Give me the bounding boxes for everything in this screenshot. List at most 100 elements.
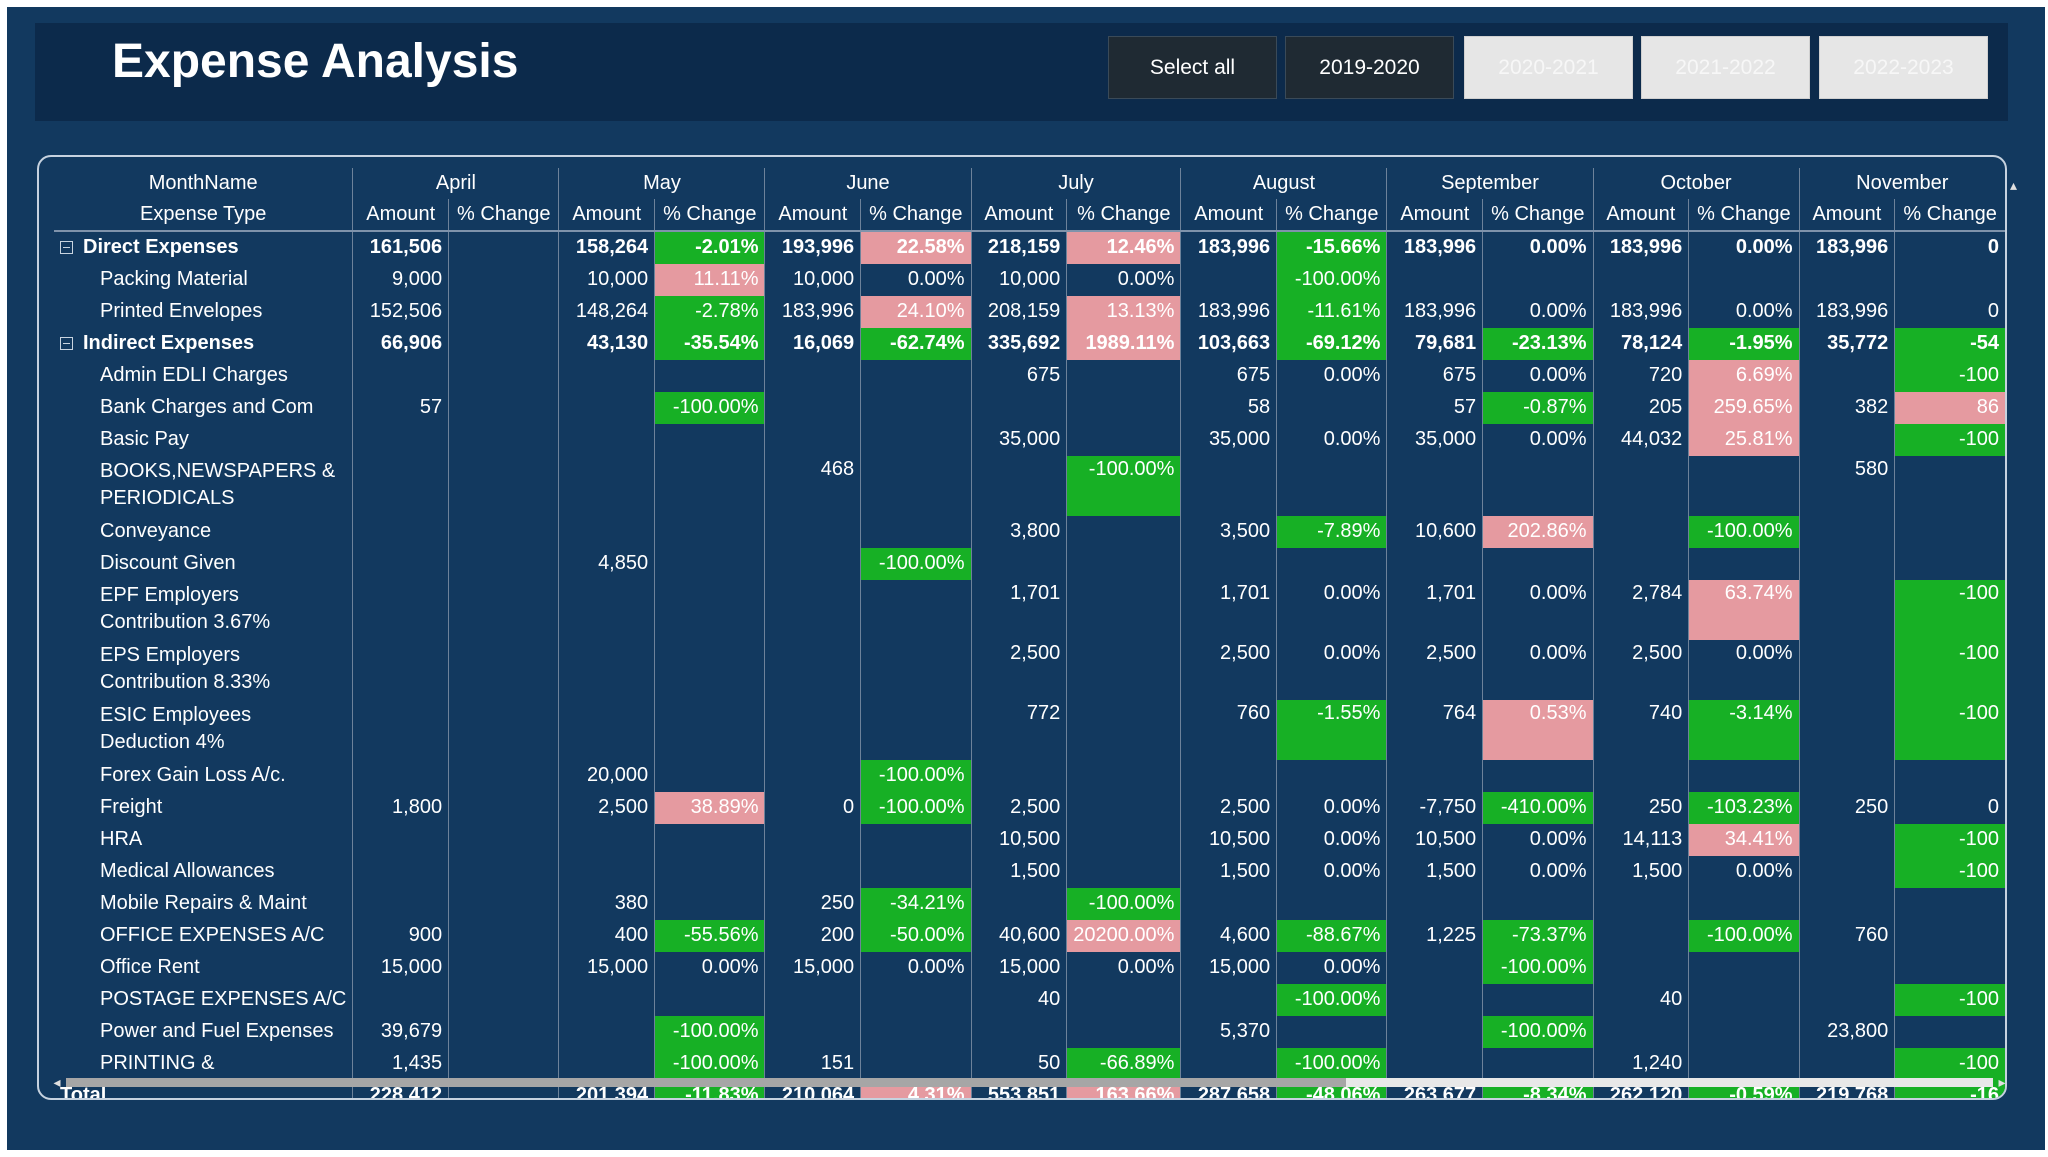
change-cell (1894, 264, 2005, 296)
change-cell: 0.00% (1066, 264, 1181, 296)
month-header-september[interactable]: September (1386, 168, 1594, 199)
amount-cell (764, 424, 861, 456)
column-header-amount[interactable]: Amount (1592, 199, 1689, 232)
amount-cell (970, 392, 1067, 424)
scroll-right-icon[interactable]: ▸ (1998, 1074, 2006, 1090)
change-cell (654, 888, 765, 920)
row-label-cell: POSTAGE EXPENSES A/C (54, 984, 353, 1016)
amount-cell (1592, 516, 1689, 548)
change-cell: -100 (1894, 700, 2005, 760)
amount-cell: 400 (558, 920, 655, 952)
change-cell (1066, 424, 1181, 456)
change-cell (1276, 392, 1387, 424)
change-cell (1688, 548, 1800, 580)
month-header-november[interactable]: November (1798, 168, 2005, 199)
amount-cell (764, 824, 861, 856)
month-header-october[interactable]: October (1592, 168, 1800, 199)
amount-cell: 14,113 (1592, 824, 1689, 856)
group-row: Direct Expenses 161,506 158,264 -2.01% 193,9… (54, 231, 2005, 264)
column-header-amount[interactable]: Amount (558, 199, 655, 232)
horizontal-scrollbar[interactable]: ◂ ▸ (50, 1074, 2009, 1090)
amount-cell: 183,996 (764, 296, 861, 328)
amount-cell: 2,500 (1592, 640, 1689, 700)
change-cell (1276, 548, 1387, 580)
column-header-change[interactable]: % Change (1066, 199, 1181, 232)
column-header-change[interactable]: % Change (1482, 199, 1594, 232)
month-header-may[interactable]: May (558, 168, 765, 199)
slicer-option-2019-2020[interactable]: 2019-2020 (1285, 36, 1454, 99)
amount-cell (558, 824, 655, 856)
column-header-change[interactable]: % Change (448, 199, 559, 232)
amount-cell (1798, 516, 1895, 548)
amount-cell: 760 (1798, 920, 1895, 952)
scrollbar-thumb[interactable] (66, 1078, 1346, 1087)
amount-cell: 10,500 (1386, 824, 1483, 856)
column-header-amount[interactable]: Amount (970, 199, 1067, 232)
change-cell: -54 (1894, 328, 2005, 360)
table-row: OFFICE EXPENSES A/C 900 400 -55.56% 200 -50.0… (54, 920, 2005, 952)
amount-cell (764, 760, 861, 792)
change-cell: 20200.00% (1066, 920, 1181, 952)
scroll-up-icon[interactable]: ▴ (2010, 177, 2018, 193)
amount-cell: 760 (1180, 700, 1277, 760)
column-header-change[interactable]: % Change (860, 199, 972, 232)
amount-cell: 15,000 (558, 952, 655, 984)
amount-cell: 183,996 (1180, 231, 1277, 264)
slicer-option-2022-2023[interactable]: 2022-2023 (1819, 36, 1988, 99)
month-header-april[interactable]: April (352, 168, 559, 199)
column-header-amount[interactable]: Amount (764, 199, 861, 232)
row-label: Forex Gain Loss A/c. (100, 764, 286, 786)
column-header-change[interactable]: % Change (1894, 199, 2005, 232)
change-cell: 0.00% (860, 264, 972, 296)
change-cell: -3.14% (1688, 700, 1800, 760)
change-cell: 0.00% (1276, 580, 1387, 640)
change-cell: 86 (1894, 392, 2005, 424)
change-cell (448, 328, 559, 360)
page-title: Expense Analysis (112, 35, 519, 88)
change-cell (1066, 516, 1181, 548)
column-header-change[interactable]: % Change (654, 199, 765, 232)
column-header-change[interactable]: % Change (1688, 199, 1800, 232)
change-cell (448, 580, 559, 640)
month-header-august[interactable]: August (1180, 168, 1387, 199)
change-cell: -55.56% (654, 920, 765, 952)
amount-cell: 250 (764, 888, 861, 920)
change-cell: 0.00% (654, 952, 765, 984)
change-cell: 0.00% (1482, 856, 1594, 888)
change-cell: 63.74% (1688, 580, 1800, 640)
row-label-cell: Direct Expenses (54, 231, 353, 264)
amount-cell (1180, 888, 1277, 920)
amount-cell (1798, 888, 1895, 920)
table-row: Printed Envelopes 152,506 148,264 -2.78% 183… (54, 296, 2005, 328)
change-cell (1894, 920, 2005, 952)
amount-cell (1592, 920, 1689, 952)
change-cell (448, 360, 559, 392)
month-header-july[interactable]: July (970, 168, 1181, 199)
column-header-amount[interactable]: Amount (1798, 199, 1895, 232)
amount-cell: 1,500 (1386, 856, 1483, 888)
change-cell: 202.86% (1482, 516, 1594, 548)
collapse-icon[interactable] (60, 337, 73, 350)
table-row: Discount Given 4,850 -100.00% (54, 548, 2005, 580)
change-cell (448, 984, 559, 1016)
change-cell (1066, 360, 1181, 392)
column-header-change[interactable]: % Change (1276, 199, 1387, 232)
amount-cell: 335,692 (970, 328, 1067, 360)
collapse-icon[interactable] (60, 241, 73, 254)
amount-cell: 43,130 (558, 328, 655, 360)
amount-cell (970, 888, 1067, 920)
table-row: ESIC Employees Deduction 4% 772 760 -1.55% 7… (54, 700, 2005, 760)
slicer-option-select-all[interactable]: Select all (1108, 36, 1277, 99)
column-header-amount[interactable]: Amount (1386, 199, 1483, 232)
change-cell (1066, 760, 1181, 792)
amount-cell: 205 (1592, 392, 1689, 424)
row-label: PRINTING & (100, 1052, 215, 1074)
row-label: HRA (100, 828, 143, 850)
slicer-option-2020-2021[interactable]: 2020-2021 (1464, 36, 1633, 99)
column-header-amount[interactable]: Amount (352, 199, 449, 232)
slicer-option-2021-2022[interactable]: 2021-2022 (1641, 36, 1810, 99)
column-header-amount[interactable]: Amount (1180, 199, 1277, 232)
scroll-left-icon[interactable]: ◂ (53, 1074, 61, 1090)
month-header-june[interactable]: June (764, 168, 972, 199)
table-row: POSTAGE EXPENSES A/C 40 -100.00% 40 -100 (54, 984, 2005, 1016)
